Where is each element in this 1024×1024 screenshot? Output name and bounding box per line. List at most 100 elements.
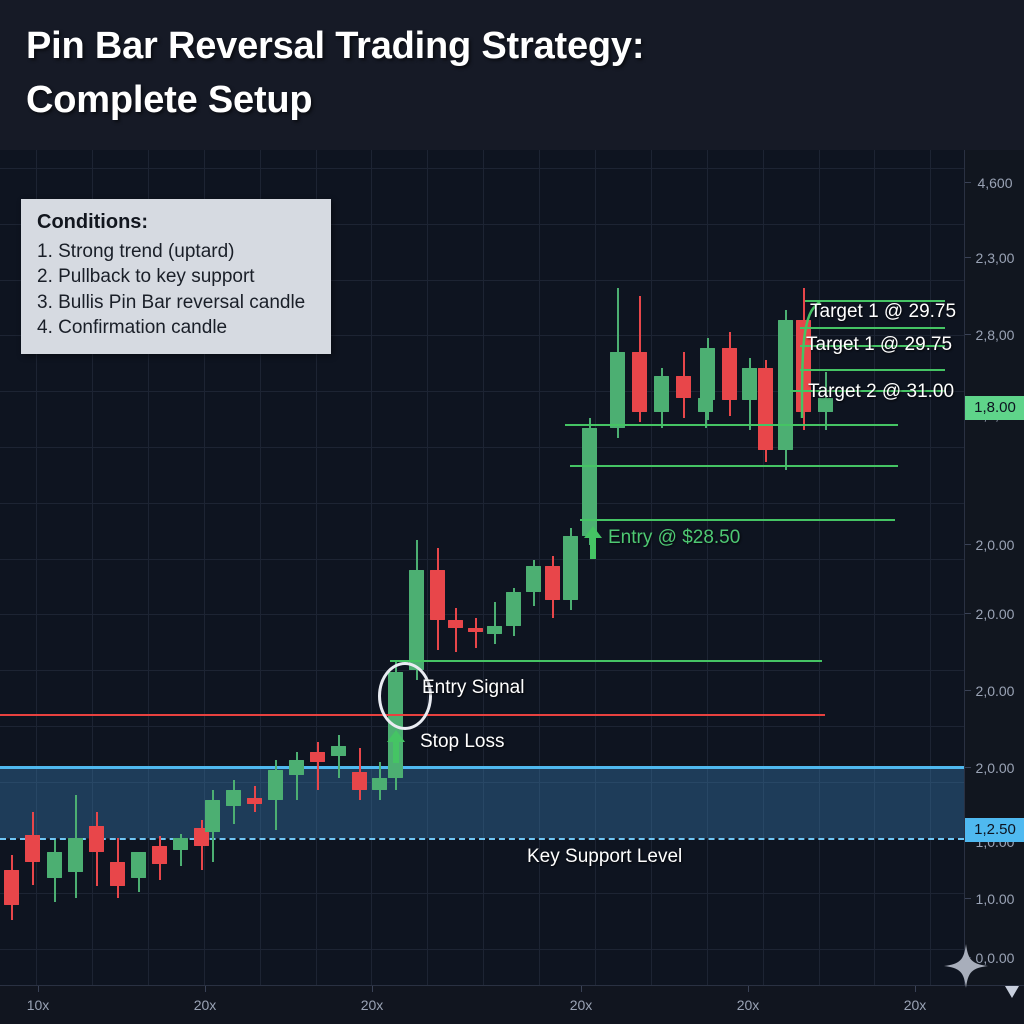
- candlestick: [409, 150, 424, 985]
- gridline-horizontal: [0, 782, 964, 783]
- candlestick: [758, 150, 773, 985]
- candle-body: [545, 566, 560, 600]
- target-1-line: [805, 300, 945, 302]
- time-cursor-marker: [1005, 986, 1019, 998]
- candlestick: [89, 150, 104, 985]
- gridline-vertical: [819, 150, 820, 985]
- candlestick: [110, 150, 125, 985]
- price-axis-tick: 4,600: [965, 174, 1024, 192]
- gridline-horizontal: [0, 168, 964, 169]
- candle-body: [506, 592, 521, 626]
- candle-wick: [474, 618, 477, 648]
- price-tick-mark: [965, 334, 971, 335]
- gridline-vertical: [148, 150, 149, 985]
- candlestick: [632, 150, 647, 985]
- target-line-lower: [390, 660, 822, 662]
- target-line-upper: [565, 424, 898, 426]
- gridline-vertical: [707, 150, 708, 985]
- plot-canvas: Entry Signal Stop Loss Entry @ $28.50 Key S…: [0, 150, 964, 985]
- time-axis-tick: 20x: [736, 997, 760, 1013]
- gridline-horizontal: [0, 503, 964, 504]
- candle-wick: [179, 834, 182, 866]
- entry-price-label: Entry @ $28.50: [608, 527, 741, 548]
- time-axis-tick: 20x: [193, 997, 217, 1013]
- time-tick-mark: [581, 986, 582, 992]
- key-support-label: Key Support Level: [527, 846, 683, 867]
- gridline-vertical: [427, 150, 428, 985]
- conditions-title: Conditions:: [37, 211, 149, 233]
- target-leader-curve: [800, 300, 821, 419]
- candle-body: [47, 852, 62, 878]
- candlestick: [610, 150, 625, 985]
- candle-body: [352, 772, 367, 790]
- time-tick-mark: [915, 986, 916, 992]
- gridline-vertical: [92, 150, 93, 985]
- support-price-tag-blue: 1,2.50: [965, 818, 1024, 842]
- candlestick: [722, 150, 737, 985]
- candlestick: [700, 150, 715, 985]
- gridline-vertical: [930, 150, 931, 985]
- gridline-vertical: [204, 150, 205, 985]
- price-axis-tick: 2,8,00: [965, 326, 1024, 344]
- candle-body: [722, 348, 737, 400]
- time-axis-tick: 20x: [569, 997, 593, 1013]
- price-axis-tick: 1,0.00: [965, 890, 1024, 908]
- candle-body: [654, 376, 669, 412]
- price-tick-mark: [965, 898, 971, 899]
- time-axis[interactable]: 10x 20x 20x 20x 20x 20x: [0, 985, 1024, 1024]
- candlestick: [331, 150, 346, 985]
- stop-loss-label: Stop Loss: [420, 731, 505, 752]
- candlestick: [173, 150, 188, 985]
- gridline-vertical: [260, 150, 261, 985]
- time-tick-mark: [38, 986, 39, 992]
- gridline-vertical: [763, 150, 764, 985]
- candle-body: [758, 368, 773, 450]
- gridline-vertical: [36, 150, 37, 985]
- price-tick-mark: [965, 613, 971, 614]
- candle-body: [331, 746, 346, 756]
- condition-item-3: 3. Bullis Pin Bar reversal candle: [37, 291, 306, 313]
- candlestick: [448, 150, 463, 985]
- candle-body: [526, 566, 541, 592]
- candlestick: [778, 150, 793, 985]
- candlestick: [372, 150, 387, 985]
- candle-body: [68, 838, 83, 872]
- condition-item-1: 1. Strong trend (uptard): [37, 241, 235, 262]
- candle-wick: [454, 608, 457, 652]
- price-axis-tick: 2,3,00: [965, 249, 1024, 267]
- candlestick: [247, 150, 262, 985]
- price-axis-tick: 2,0.00: [965, 759, 1024, 777]
- target-1b-label: Target 1 @ 29.75: [806, 334, 953, 355]
- candle-body: [372, 778, 387, 790]
- time-axis-tick: 10x: [26, 997, 50, 1013]
- current-price-tag-green: 1,8.00: [965, 396, 1024, 420]
- candlestick: [676, 150, 691, 985]
- candlestick: [654, 150, 669, 985]
- candle-body: [194, 828, 209, 846]
- gridline-horizontal: [0, 280, 964, 281]
- candlestick: [818, 150, 833, 985]
- price-axis-tick: 2,0.00: [965, 605, 1024, 623]
- candlestick: [131, 150, 146, 985]
- support-zone-bottom-line: [0, 838, 964, 840]
- candlestick: [468, 150, 483, 985]
- candlestick: [268, 150, 283, 985]
- candle-body: [563, 536, 578, 600]
- price-axis[interactable]: 4,6002,3,002,8,003,9,002,0.002,0.002,0.0…: [964, 150, 1024, 985]
- key-support-zone: [0, 768, 964, 838]
- candle-body: [152, 846, 167, 864]
- candle-wick: [295, 752, 298, 800]
- candlestick: [388, 150, 403, 985]
- candle-wick: [493, 602, 496, 644]
- gridline-horizontal: [0, 335, 964, 336]
- candle-body: [632, 352, 647, 412]
- candlestick: [47, 150, 62, 985]
- price-tick-mark: [965, 257, 971, 258]
- candle-body: [582, 428, 597, 536]
- candlestick: [310, 150, 325, 985]
- candle-body: [778, 320, 793, 450]
- gridline-horizontal: [0, 726, 964, 727]
- target-1b-line-b: [800, 327, 945, 329]
- gridline-horizontal: [0, 614, 964, 615]
- gridline-vertical: [874, 150, 875, 985]
